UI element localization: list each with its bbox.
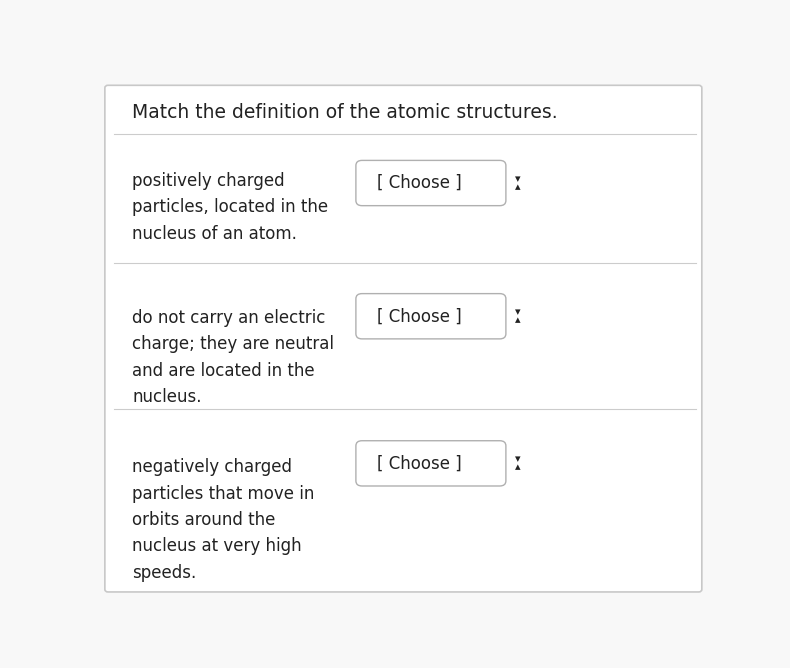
Text: ▾
▴: ▾ ▴ [515,454,521,472]
Text: [ Choose ]: [ Choose ] [378,454,462,472]
Text: [ Choose ]: [ Choose ] [378,174,462,192]
FancyBboxPatch shape [356,441,506,486]
Text: negatively charged
particles that move in
orbits around the
nucleus at very high: negatively charged particles that move i… [133,458,314,582]
Text: ▾
▴: ▾ ▴ [515,307,521,325]
Text: [ Choose ]: [ Choose ] [378,307,462,325]
FancyBboxPatch shape [356,294,506,339]
Text: do not carry an electric
charge; they are neutral
and are located in the
nucleus: do not carry an electric charge; they ar… [133,309,334,406]
Text: positively charged
particles, located in the
nucleus of an atom.: positively charged particles, located in… [133,172,329,242]
FancyBboxPatch shape [356,160,506,206]
Text: Match the definition of the atomic structures.: Match the definition of the atomic struc… [133,104,558,122]
FancyBboxPatch shape [105,86,702,592]
Text: ▾
▴: ▾ ▴ [515,174,521,192]
